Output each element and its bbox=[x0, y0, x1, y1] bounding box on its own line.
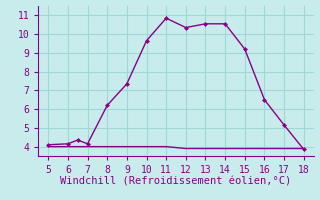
X-axis label: Windchill (Refroidissement éolien,°C): Windchill (Refroidissement éolien,°C) bbox=[60, 176, 292, 186]
